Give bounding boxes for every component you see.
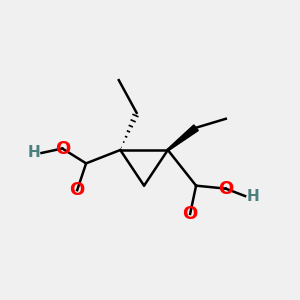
Text: O: O (218, 180, 233, 198)
Text: H: H (247, 189, 259, 204)
Polygon shape (167, 125, 198, 151)
Text: O: O (70, 181, 85, 199)
Text: O: O (182, 205, 198, 223)
Text: O: O (55, 140, 70, 158)
Text: H: H (27, 146, 40, 160)
